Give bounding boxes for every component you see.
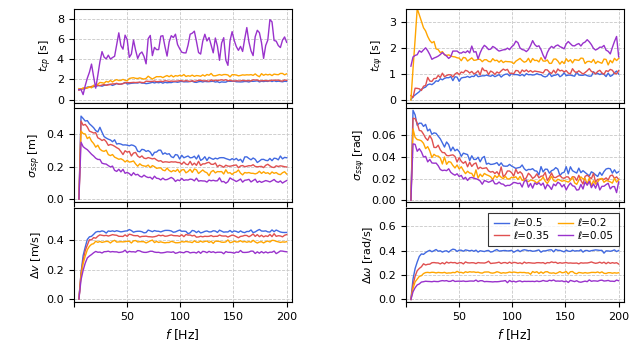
ℓ=0.05 (514, 279, 522, 283)
ℓ=0.5 (458, 248, 465, 252)
ℓ=0.35 (533, 261, 541, 265)
ℓ=0.05 (531, 280, 539, 284)
Line: ℓ=0.05: ℓ=0.05 (411, 280, 619, 299)
Line: ℓ=0.2: ℓ=0.2 (411, 271, 619, 299)
ℓ=0.2 (453, 269, 461, 273)
ℓ=0.05 (586, 278, 593, 282)
X-axis label: $f$ [Hz]: $f$ [Hz] (166, 327, 200, 342)
ℓ=0.5 (615, 248, 623, 253)
ℓ=0.5 (407, 297, 415, 302)
ℓ=0.05 (607, 279, 614, 283)
ℓ=0.35 (447, 260, 454, 265)
ℓ=0.35 (484, 259, 492, 263)
ℓ=0.2 (615, 271, 623, 275)
Line: ℓ=0.5: ℓ=0.5 (411, 249, 619, 299)
ℓ=0.2 (533, 269, 541, 274)
Y-axis label: $\Delta\omega$ [rad/s]: $\Delta\omega$ [rad/s] (362, 226, 375, 284)
ℓ=0.05 (615, 279, 623, 283)
Y-axis label: $t_{cp}$ [s]: $t_{cp}$ [s] (38, 39, 54, 72)
Legend: ℓ=0.5, ℓ=0.35, ℓ=0.2, ℓ=0.05: ℓ=0.5, ℓ=0.35, ℓ=0.2, ℓ=0.05 (488, 213, 619, 246)
Y-axis label: $t_{c\psi}$ [s]: $t_{c\psi}$ [s] (369, 39, 386, 72)
Y-axis label: $\Delta v$ [m/s]: $\Delta v$ [m/s] (29, 231, 44, 279)
Y-axis label: $\sigma_{ssp}$ [m]: $\sigma_{ssp}$ [m] (27, 133, 44, 178)
Line: ℓ=0.35: ℓ=0.35 (411, 261, 619, 299)
Y-axis label: $\sigma_{ss\psi}$ [rad]: $\sigma_{ss\psi}$ [rad] (352, 129, 369, 181)
ℓ=0.2 (447, 271, 454, 275)
ℓ=0.5 (516, 250, 524, 254)
ℓ=0.5 (449, 247, 457, 251)
ℓ=0.5 (600, 251, 608, 255)
X-axis label: $f$ [Hz]: $f$ [Hz] (497, 327, 532, 342)
ℓ=0.2 (600, 271, 608, 275)
ℓ=0.2 (516, 270, 524, 274)
ℓ=0.05 (455, 279, 463, 283)
ℓ=0.35 (607, 261, 614, 266)
ℓ=0.05 (447, 279, 454, 283)
ℓ=0.5 (607, 249, 614, 253)
ℓ=0.35 (516, 261, 524, 265)
ℓ=0.2 (407, 297, 415, 302)
ℓ=0.2 (607, 270, 614, 275)
ℓ=0.35 (407, 297, 415, 302)
ℓ=0.5 (533, 248, 541, 253)
ℓ=0.35 (600, 260, 608, 264)
ℓ=0.35 (455, 261, 463, 265)
ℓ=0.5 (447, 248, 454, 252)
ℓ=0.05 (600, 279, 608, 283)
ℓ=0.2 (458, 270, 465, 274)
ℓ=0.35 (615, 262, 623, 266)
ℓ=0.05 (407, 297, 415, 302)
